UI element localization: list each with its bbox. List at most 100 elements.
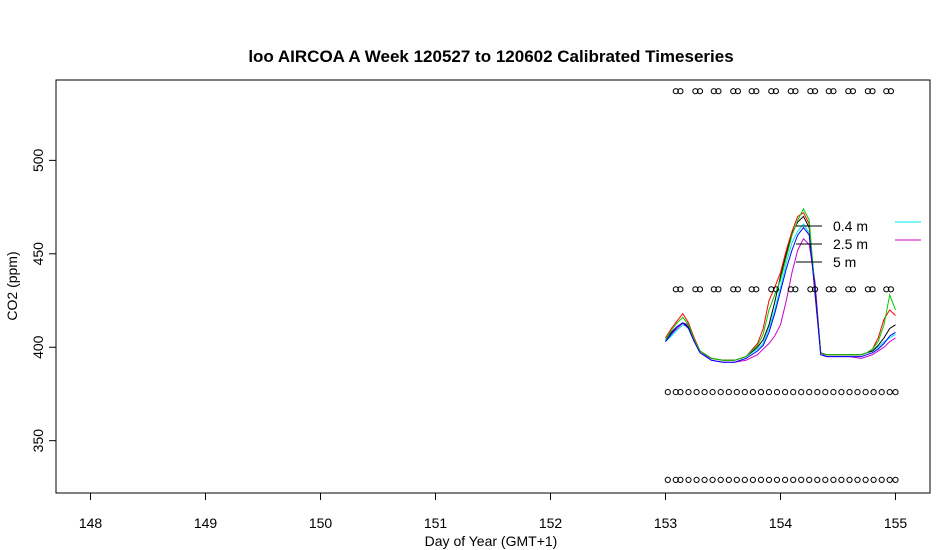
marker-point	[830, 476, 837, 483]
marker-point	[710, 88, 717, 95]
marker-point	[864, 286, 872, 293]
x-axis: 148 149 150 151 152 153 154 155	[79, 493, 908, 531]
marker-point	[892, 476, 899, 483]
marker-point	[806, 389, 813, 396]
marker-point	[677, 88, 684, 95]
marker-point	[672, 286, 679, 293]
marker-point	[677, 389, 684, 396]
chart-title: loo AIRCOA A Week 120527 to 120602 Calib…	[248, 47, 733, 66]
legend-label: 0.4 m	[833, 218, 868, 234]
marker-point	[765, 476, 773, 483]
marker-point	[693, 476, 700, 483]
marker-point	[838, 476, 845, 483]
series-layer	[665, 207, 896, 363]
legend-label: 2.5 m	[833, 236, 868, 252]
marker-point	[845, 286, 852, 293]
marker-point	[825, 88, 832, 95]
legend-label: 5 m	[833, 254, 856, 270]
marker-point	[715, 286, 722, 293]
marker-point	[734, 88, 742, 95]
marker-point	[854, 389, 861, 396]
marker-point	[692, 286, 699, 293]
marker-point	[733, 476, 740, 483]
marker-point	[664, 476, 671, 483]
marker-point	[878, 476, 885, 483]
marker-point	[845, 88, 852, 95]
marker-point	[849, 88, 857, 95]
marker-point	[677, 476, 684, 483]
marker-point	[773, 389, 781, 396]
marker-point	[886, 389, 893, 396]
marker-point	[862, 476, 869, 483]
y-tick-label: 500	[30, 148, 46, 172]
x-tick-label: 151	[424, 515, 448, 531]
marker-point	[748, 88, 755, 95]
marker-point	[787, 286, 794, 293]
marker-point	[814, 389, 821, 396]
marker-point	[709, 389, 716, 396]
y-tick-label: 450	[30, 242, 46, 266]
marker-point	[790, 389, 797, 396]
marker-point	[672, 88, 679, 95]
marker-point	[807, 88, 814, 95]
x-tick-label: 149	[194, 515, 218, 531]
marker-point	[701, 389, 708, 396]
y-axis-label: CO2 (ppm)	[4, 251, 20, 320]
marker-point	[792, 88, 799, 95]
x-tick-label: 154	[769, 515, 793, 531]
marker-point	[677, 286, 684, 293]
marker-point	[792, 286, 799, 293]
marker-point	[807, 286, 814, 293]
marker-point	[757, 476, 765, 483]
marker-point	[710, 286, 717, 293]
marker-point	[730, 286, 737, 293]
marker-point	[811, 286, 819, 293]
marker-point	[892, 389, 899, 396]
marker-point	[692, 88, 699, 95]
marker-point	[753, 88, 760, 95]
x-tick-label: 155	[884, 515, 908, 531]
plot-frame	[55, 79, 931, 494]
marker-point	[753, 286, 760, 293]
marker-point	[730, 88, 737, 95]
marker-point	[772, 286, 780, 293]
x-tick-label: 153	[654, 515, 678, 531]
marker-point	[854, 476, 861, 483]
marker-point	[672, 389, 679, 396]
marker-point	[749, 389, 757, 396]
marker-point	[717, 476, 724, 483]
marker-point	[822, 476, 829, 483]
marker-point	[693, 389, 700, 396]
marker-point	[782, 476, 789, 483]
marker-point	[715, 88, 722, 95]
marker-point	[709, 476, 716, 483]
marker-point	[886, 476, 893, 483]
x-tick-label: 152	[539, 515, 563, 531]
marker-point	[765, 389, 773, 396]
y-tick-label: 350	[30, 429, 46, 453]
marker-point	[701, 476, 708, 483]
marker-point	[846, 389, 853, 396]
marker-point	[798, 389, 805, 396]
marker-point	[864, 88, 872, 95]
marker-point	[811, 88, 819, 95]
marker-point	[825, 286, 832, 293]
series-line-1	[665, 237, 896, 363]
marker-point	[790, 476, 797, 483]
marker-point	[862, 389, 869, 396]
marker-point	[773, 476, 781, 483]
marker-point	[869, 88, 876, 95]
marker-point	[822, 389, 829, 396]
marker-point	[696, 286, 704, 293]
marker-point	[846, 476, 853, 483]
marker-point	[830, 88, 837, 95]
marker-point	[741, 389, 748, 396]
marker-point	[741, 476, 748, 483]
marker-point	[887, 286, 895, 293]
marker-point	[883, 286, 890, 293]
y-tick-label: 400	[30, 335, 46, 359]
marker-point	[768, 286, 775, 293]
marker-point	[725, 389, 732, 396]
marker-point	[685, 476, 692, 483]
marker-point	[664, 389, 671, 396]
